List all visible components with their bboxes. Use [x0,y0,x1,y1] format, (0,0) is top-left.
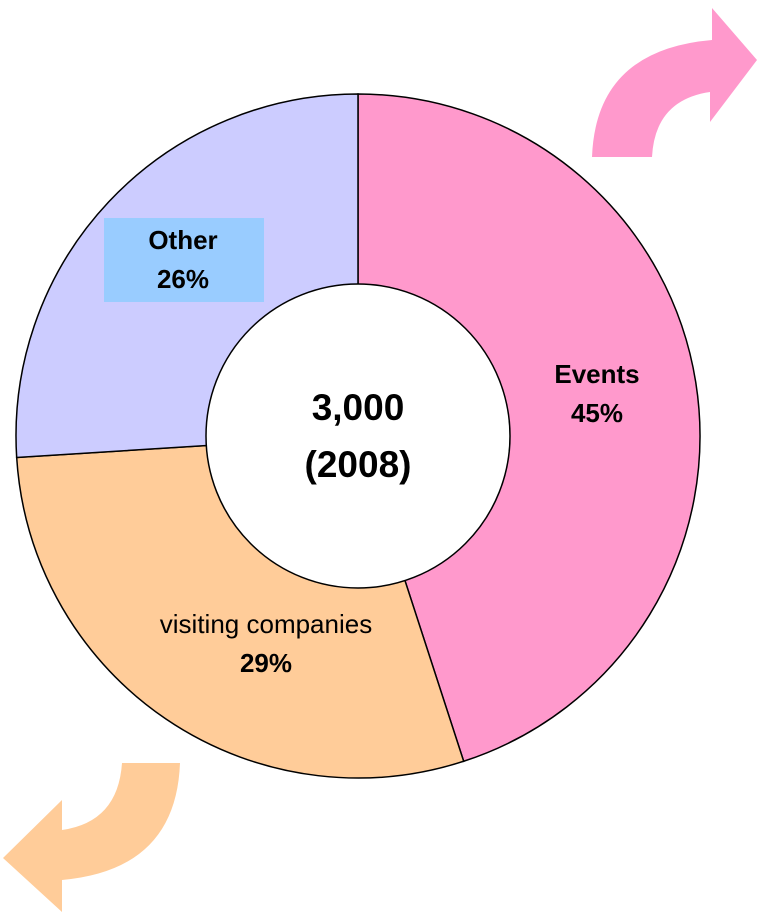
category-label: Other [148,225,217,255]
center-text: 3,000 [312,387,405,428]
value-label: 29% [240,648,292,678]
value-label: 26% [157,264,209,294]
decorative-arrow [592,8,757,157]
decorative-arrow [3,763,180,912]
slice [357,93,701,763]
category-label: visiting companies [160,609,372,639]
label-box [104,218,264,302]
donut-hole [205,283,511,589]
center-text: (2008) [305,444,412,485]
value-label: 45% [571,398,623,428]
category-label: Events [554,359,639,389]
labels: Events 45% visiting companies 29% Other 26% [148,225,639,678]
